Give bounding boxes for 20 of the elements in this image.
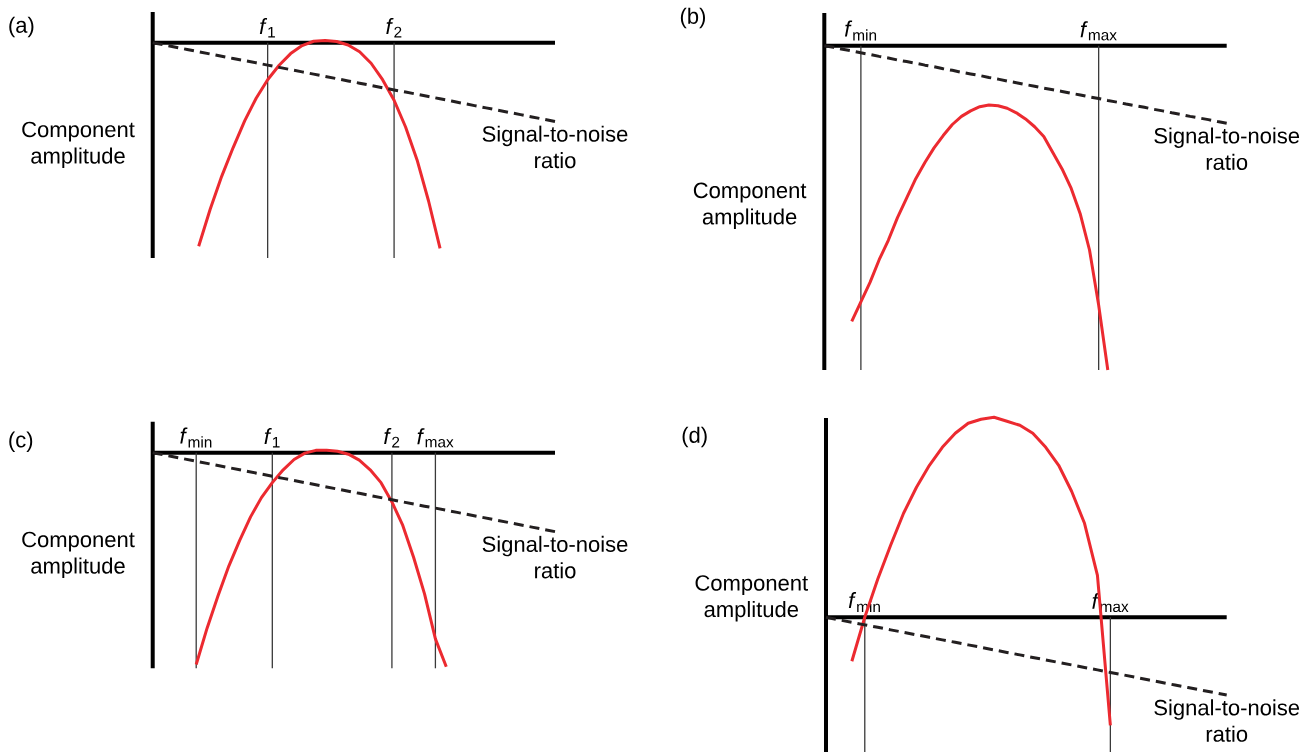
series-label: Signal-to-noise ratio [1154, 699, 1300, 742]
series-label: Signal-to-noise ratio [482, 535, 628, 579]
y-axis-title: Component amplitude [693, 182, 807, 229]
series-label: Signal-to-noise ratio [1154, 127, 1300, 170]
x-tick-label: f$_{max}$ [1080, 21, 1117, 41]
chart-title: (c) [9, 431, 33, 452]
x-tick-label: f$_{1}$ [264, 428, 280, 448]
y-axis-title: Component amplitude [22, 531, 135, 579]
y-axis-title: Component amplitude [22, 121, 135, 168]
x-tick-label: f$_{2}$ [384, 427, 400, 448]
chart-title: (a) [9, 16, 34, 38]
x-tick-label: f$_{max}$ [417, 428, 454, 448]
x-tick-label: f$_{min}$ [180, 427, 212, 448]
x-tick-label: f$_{1}$ [259, 18, 275, 38]
chart-title: (d) [682, 426, 707, 448]
series-label: Signal-to-noise ratio [482, 125, 628, 169]
y-axis-title: Component amplitude [695, 575, 808, 622]
x-tick-label: f$_{2}$ [386, 17, 402, 38]
chart-title: (b) [680, 7, 706, 29]
x-tick-label: f$_{min}$ [844, 20, 877, 41]
